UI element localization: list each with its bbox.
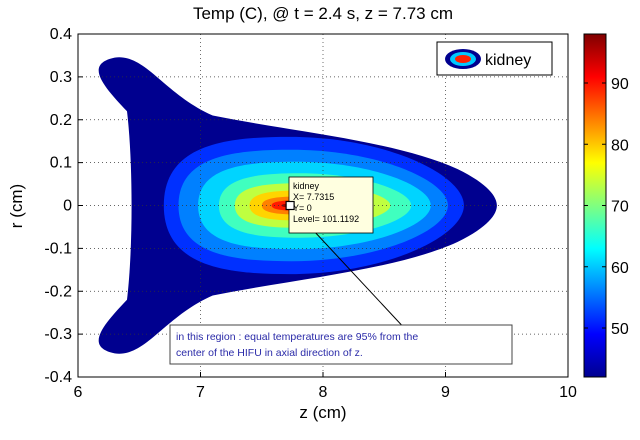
- datatip-line-level: Level= 101.1192: [293, 214, 359, 224]
- datatip[interactable]: kidney X= 7.7315 Y= 0 Level= 101.1192: [288, 176, 374, 234]
- annotation-line-2: center of the HIFU in axial direction of…: [176, 347, 363, 359]
- x-tick-label: 9: [441, 384, 450, 401]
- x-axis-label: z (cm): [299, 403, 346, 422]
- axis-ticks: 6 7 8 9 10 0.4 0.3 0.2 0.1 0 -0.1 -0.2 -0.3 -0.4: [44, 26, 577, 401]
- y-tick-label: -0.2: [44, 283, 72, 300]
- x-tick-label: 6: [74, 384, 83, 401]
- y-tick-label: 0.1: [50, 155, 72, 172]
- datatip-box: [288, 176, 374, 234]
- y-tick-label: -0.1: [44, 240, 72, 257]
- legend-entry-kidney: kidney: [485, 52, 531, 69]
- y-tick-label: 0.2: [50, 112, 72, 129]
- x-tick-label: 7: [196, 384, 205, 401]
- chart-title: Temp (C), @ t = 2.4 s, z = 7.73 cm: [193, 4, 453, 23]
- annotation-box: in this region : equal temperatures are …: [169, 324, 513, 365]
- colorbar-tick-label: 90: [611, 76, 629, 93]
- x-tick-label: 10: [559, 384, 577, 401]
- datatip-line-x: X= 7.7315: [293, 192, 334, 202]
- datatip-line-name: kidney: [293, 181, 320, 191]
- y-tick-label: -0.3: [44, 326, 72, 343]
- x-tick-label: 8: [319, 384, 328, 401]
- annotation-arrow: [301, 218, 411, 335]
- annotation-line-1: in this region : equal temperatures are …: [176, 331, 418, 343]
- colorbar-tick-label: 50: [611, 321, 629, 338]
- colorbar-tick-label: 60: [611, 260, 629, 277]
- legend-swatch: [445, 49, 481, 69]
- annotation-frame: [169, 324, 513, 365]
- colorbar-tick-label: 80: [611, 137, 629, 154]
- y-tick-label: 0: [63, 198, 72, 215]
- y-tick-label: -0.4: [44, 369, 72, 386]
- datatip-marker[interactable]: [285, 200, 295, 211]
- legend: kidney: [436, 41, 553, 76]
- colorbar-ticks: 90 80 70 60 50: [584, 76, 629, 338]
- datatip-line-y: Y= 0: [293, 203, 312, 213]
- y-tick-label: 0.4: [50, 26, 72, 43]
- y-tick-label: 0.3: [50, 69, 72, 86]
- y-axis-label: r (cm): [7, 184, 26, 228]
- colorbar-tick-label: 70: [611, 199, 629, 216]
